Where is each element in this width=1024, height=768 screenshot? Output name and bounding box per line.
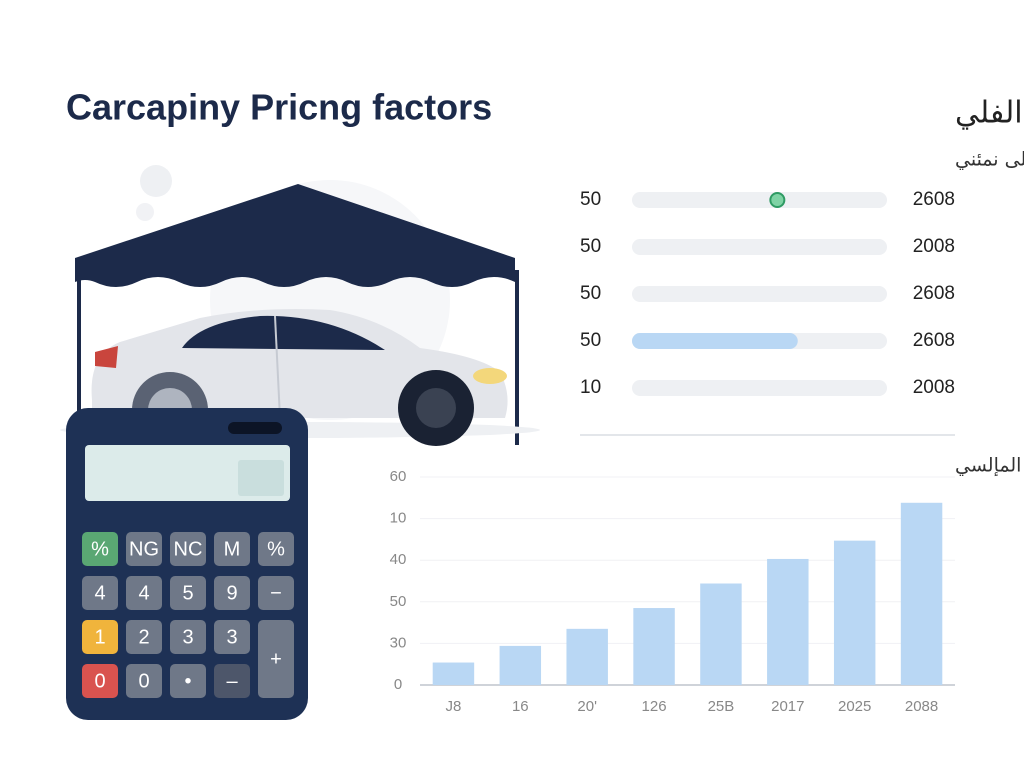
calc-key-label: % <box>91 538 109 560</box>
x-tick-label: 16 <box>512 698 529 715</box>
calc-key <box>214 664 250 698</box>
row-right-label: 2008 <box>913 236 955 257</box>
calc-key <box>126 532 162 566</box>
y-tick-label: 60 <box>390 468 407 485</box>
calc-key <box>170 532 206 566</box>
row-left-label: 50 <box>580 330 601 351</box>
calc-key-label: 4 <box>138 582 149 604</box>
progress-track <box>632 192 887 208</box>
title: Carcapiny Pricng factors <box>66 87 492 128</box>
calc-key <box>214 576 250 610</box>
bar <box>900 502 943 685</box>
bar <box>566 628 608 685</box>
calc-key-label: 3 <box>182 626 193 648</box>
bar <box>432 662 475 685</box>
arabic-subtitle: آلخلنن الفلي النزذ الطنتلى نمئني <box>955 147 1024 171</box>
calc-key <box>82 532 118 566</box>
bar <box>700 583 742 685</box>
y-tick-label: 0 <box>394 676 402 693</box>
progress-track <box>632 286 887 302</box>
bar <box>833 540 876 685</box>
calc-key-label: 5 <box>182 582 193 604</box>
y-tick-label: 30 <box>390 634 407 651</box>
row-left-label: 50 <box>580 189 601 210</box>
calc-key <box>126 576 162 610</box>
row-left-label: 50 <box>580 283 601 304</box>
calc-key <box>170 664 206 698</box>
x-tick-label: 2025 <box>838 698 871 715</box>
calc-key-label: 1 <box>94 626 105 648</box>
x-tick-label: J8 <box>446 698 462 715</box>
row-right-label: 2608 <box>913 189 955 210</box>
calc-key-label: 0 <box>94 670 105 692</box>
progress-track <box>632 239 887 255</box>
progress-fill <box>632 333 798 349</box>
row-right-label: 2608 <box>913 283 955 304</box>
calc-key-label: NG <box>129 538 159 560</box>
arabic-title: أقبـر ابغر الفلي <box>955 92 1024 131</box>
progress-track <box>632 380 887 396</box>
calc-key <box>170 620 206 654</box>
calc-key <box>82 620 118 654</box>
calc-key-label: 3 <box>226 626 237 648</box>
calc-key <box>258 532 294 566</box>
progress-marker <box>769 192 786 208</box>
x-tick-label: 20' <box>577 698 597 715</box>
x-tick-label: 25B <box>708 698 735 715</box>
x-tick-label: 2017 <box>771 698 804 715</box>
row-left-label: 50 <box>580 236 601 257</box>
calc-key-label: 4 <box>94 582 105 604</box>
row-right-label: 2608 <box>913 330 955 351</box>
calc-key-label: 0 <box>138 670 149 692</box>
calculator: % NG NC M % 4 4 5 9 − 1 2 3 3 +0 0 • – <box>66 408 308 720</box>
row-right-label: 2008 <box>913 377 955 398</box>
calc-key-label: NC <box>174 538 203 560</box>
calc-key <box>258 576 294 610</box>
calc-key-label: – <box>226 670 238 692</box>
y-tick-label: 10 <box>390 510 407 527</box>
calc-key-label: − <box>270 582 282 604</box>
bar <box>767 558 809 685</box>
bar <box>633 608 675 685</box>
calc-key <box>126 620 162 654</box>
calc-key <box>170 576 206 610</box>
calc-key-label: 9 <box>226 582 237 604</box>
calc-key <box>82 664 118 698</box>
decor-circle <box>140 165 172 197</box>
calc-key <box>214 532 250 566</box>
calc-key <box>258 620 294 698</box>
calc-key-label: M <box>224 538 241 560</box>
y-tick-label: 50 <box>390 593 407 610</box>
x-tick-label: 2088 <box>905 698 938 715</box>
chart-title: بملقـن المإلسي <box>955 455 1024 478</box>
calc-key <box>214 620 250 654</box>
calc-key-label: • <box>184 670 191 692</box>
bar <box>499 645 542 685</box>
x-tick-label: 126 <box>642 698 667 715</box>
calc-key <box>126 664 162 698</box>
calc-key-label: 2 <box>138 626 149 648</box>
calc-key-label: % <box>267 538 285 560</box>
decor-circle <box>136 203 154 221</box>
calc-key <box>82 576 118 610</box>
calc-key-label: + <box>270 648 282 670</box>
row-left-label: 10 <box>580 377 601 398</box>
y-tick-label: 40 <box>390 551 407 568</box>
